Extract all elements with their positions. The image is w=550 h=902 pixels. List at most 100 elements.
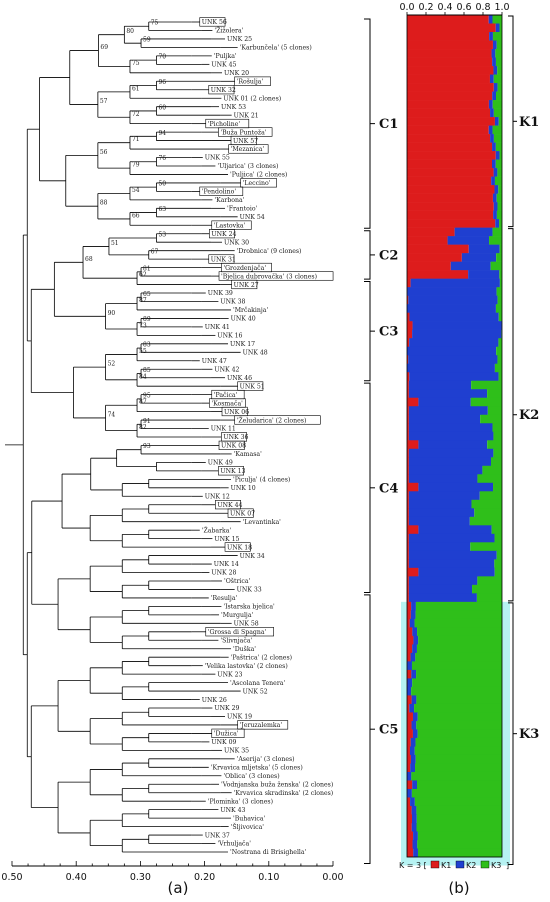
bar-segment-k3 — [487, 389, 502, 399]
bar-segment-k3 — [417, 729, 502, 739]
bar-segment-k1 — [407, 712, 413, 722]
bar-segment-k3 — [499, 151, 502, 160]
bar-segment-k2 — [411, 822, 417, 832]
leaf-label: UNK 06 — [224, 409, 249, 416]
bar-segment-k1 — [407, 83, 494, 92]
bar-segment-k1 — [407, 312, 410, 322]
leaf-label: UNK 01 (2 clones) — [223, 95, 281, 102]
bar-segment-k2 — [408, 389, 488, 399]
bar-segment-k1 — [407, 720, 412, 730]
leaf-label: 'Ascolana Tenera' — [230, 680, 285, 687]
bootstrap-value: 95 — [143, 392, 151, 399]
leaf-label: 'Puljka' — [214, 53, 237, 60]
bootstrap-value: 75 — [132, 60, 140, 67]
bar-segment-k2 — [408, 584, 473, 594]
bar-segment-k1 — [407, 151, 496, 160]
bar-segment-k1 — [407, 253, 462, 262]
leaf-label: UNK 41 — [205, 324, 230, 331]
reference-cultivar-box — [209, 229, 235, 239]
bar-segment-k3 — [496, 40, 502, 50]
bar-segment-k3 — [495, 304, 502, 313]
leaf-label: UNK 45 — [211, 62, 236, 69]
reference-cultivar-box — [231, 279, 258, 290]
axis-tick-label: 0.10 — [258, 872, 279, 883]
bar-segment-k2 — [490, 134, 494, 143]
bar-segment-k1 — [407, 669, 412, 679]
bar-segment-k2 — [488, 15, 493, 24]
bar-segment-k3 — [490, 261, 502, 271]
bar-segment-k3 — [497, 202, 502, 211]
bar-segment-k1 — [407, 100, 489, 109]
bar-segment-k3 — [495, 142, 502, 152]
bar-segment-k2 — [489, 74, 494, 84]
bar-segment-k3 — [497, 295, 502, 305]
bar-segment-k2 — [418, 397, 471, 407]
axis-tick-label: 0.6 — [456, 2, 471, 13]
bar-segment-k3 — [490, 457, 502, 467]
cluster-label: C4 — [379, 481, 398, 496]
bar-segment-k2 — [408, 550, 497, 560]
bar-segment-k3 — [491, 525, 502, 535]
bar-segment-k1 — [407, 491, 409, 501]
leaf-label: UNK 11 — [211, 426, 236, 433]
bar-segment-k2 — [408, 457, 491, 467]
leaf-label: 'Aserija' (3 clones) — [237, 756, 295, 763]
leaf-label: 'Grossa di Spagna' — [208, 629, 267, 636]
bar-segment-k3 — [492, 125, 502, 135]
bar-segment-k2 — [408, 516, 470, 526]
bar-segment-k2 — [407, 771, 412, 781]
bar-segment-k3 — [415, 610, 502, 620]
bar-segment-k1 — [407, 644, 413, 654]
leaf-label: UNK 23 — [217, 671, 242, 678]
reference-cultivar-box — [218, 440, 245, 450]
bar-segment-k2 — [411, 814, 417, 824]
bar-segment-k1 — [407, 91, 493, 101]
bar-segment-k3 — [494, 363, 502, 373]
bar-segment-k2 — [407, 661, 412, 671]
leaf-label: UNK 38 — [220, 299, 245, 306]
leaf-label: UNK 16 — [217, 333, 242, 340]
bar-segment-k2 — [413, 635, 419, 645]
bar-segment-k3 — [499, 278, 502, 288]
bar-segment-k2 — [488, 125, 493, 135]
leaf-label: 'Nostrana di Brisighella' — [230, 849, 307, 856]
bar-segment-k2 — [489, 32, 493, 41]
bar-segment-k2 — [412, 839, 418, 849]
bar-segment-k2 — [492, 193, 497, 203]
bar-segment-k1 — [407, 202, 494, 211]
bar-segment-k1 — [407, 805, 412, 815]
bar-segment-k2 — [409, 703, 415, 713]
bootstrap-value: 87 — [139, 297, 147, 304]
cluster-bracket — [364, 230, 371, 280]
bootstrap-value: 53 — [158, 231, 166, 238]
leaf-label: UNK 26 — [202, 697, 227, 704]
bootstrap-value: 94 — [158, 130, 166, 137]
bar-segment-k3 — [498, 312, 502, 322]
bar-segment-k2 — [412, 780, 417, 790]
bootstrap-value: 56 — [100, 149, 108, 156]
leaf-label: UNK 56 — [202, 19, 227, 26]
bar-segment-k2 — [493, 168, 498, 177]
bar-segment-k2 — [447, 236, 490, 245]
bar-segment-k1 — [407, 117, 495, 126]
k-group-label: K3 — [519, 727, 539, 742]
bar-segment-k3 — [415, 754, 502, 764]
bar-segment-k2 — [407, 287, 497, 296]
bootstrap-value: 74 — [108, 411, 116, 418]
bar-segment-k2 — [408, 355, 498, 365]
proportion-axis: 0.0 0.2 0.4 0.6 0.8 1.0 — [399, 2, 510, 16]
bar-segment-k3 — [471, 380, 502, 390]
bar-segment-k3 — [416, 822, 502, 832]
leaf-label: 'Žižolera' — [214, 27, 243, 35]
leaf-label: 'Krvavica skradinska' (2 clones) — [234, 790, 334, 797]
bar-segment-k2 — [408, 423, 493, 433]
bar-segment-k1 — [407, 746, 410, 756]
bar-segment-k1 — [407, 278, 411, 288]
k-group-bracket — [508, 228, 514, 602]
bar-segment-k1 — [407, 627, 413, 637]
bar-segment-k2 — [408, 474, 478, 484]
bar-segment-k1 — [407, 295, 409, 305]
leaf-label: 'Oblica' (3 clones) — [223, 773, 279, 780]
leaf-label: UNK 27 — [234, 282, 259, 289]
bar-segment-k3 — [496, 550, 502, 560]
